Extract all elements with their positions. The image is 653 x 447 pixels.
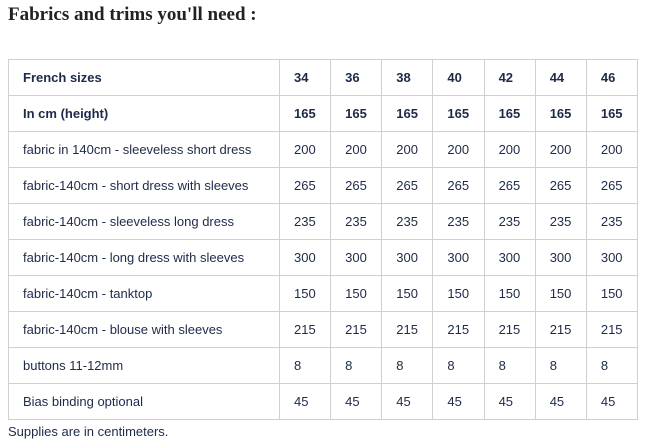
row-label: fabric-140cm - sleeveless long dress — [8, 203, 280, 240]
cell: 8 — [432, 347, 485, 384]
cell: 265 — [278, 167, 332, 204]
sizes-table: French sizes 34 36 38 40 42 44 46 In cm (height… — [8, 59, 639, 420]
table-row: Bias binding optional 45 45 45 45 45 45 45 — [8, 383, 639, 420]
cell: 265 — [381, 167, 434, 204]
cell: 235 — [585, 203, 639, 240]
table-row: buttons 11-12mm 8 8 8 8 8 8 8 — [8, 347, 639, 384]
cell: 300 — [534, 239, 587, 276]
cell: 300 — [432, 239, 485, 276]
cell: 200 — [483, 131, 536, 168]
cell: 300 — [330, 239, 383, 276]
header-cell: 44 — [534, 59, 587, 96]
cell: 8 — [330, 347, 383, 384]
cell: 165 — [278, 95, 332, 132]
row-label: fabric-140cm - short dress with sleeves — [8, 167, 280, 204]
cell: 215 — [381, 311, 434, 348]
cell: 215 — [278, 311, 332, 348]
cell: 165 — [483, 95, 536, 132]
header-cell: 42 — [483, 59, 536, 96]
footnote: Supplies are in centimeters. — [8, 424, 169, 439]
cell: 150 — [483, 275, 536, 312]
cell: 45 — [585, 383, 639, 420]
cell: 165 — [585, 95, 639, 132]
cell: 150 — [330, 275, 383, 312]
cell: 165 — [432, 95, 485, 132]
row-label: Bias binding optional — [8, 383, 280, 420]
cell: 45 — [432, 383, 485, 420]
heading: Fabrics and trims you'll need : — [8, 4, 257, 25]
table-row: In cm (height) 165 165 165 165 165 165 165 — [8, 95, 639, 132]
cell: 200 — [534, 131, 587, 168]
table-body: In cm (height) 165 165 165 165 165 165 165 fabri… — [8, 95, 639, 420]
cell: 45 — [534, 383, 587, 420]
cell: 8 — [381, 347, 434, 384]
header-cell: 40 — [432, 59, 485, 96]
cell: 215 — [585, 311, 639, 348]
cell: 215 — [483, 311, 536, 348]
cell: 265 — [483, 167, 536, 204]
cell: 300 — [381, 239, 434, 276]
table-header: French sizes 34 36 38 40 42 44 46 — [8, 59, 639, 96]
cell: 215 — [330, 311, 383, 348]
header-cell: 46 — [585, 59, 639, 96]
cell: 235 — [483, 203, 536, 240]
header-cell: French sizes — [8, 59, 280, 96]
row-label: fabric-140cm - blouse with sleeves — [8, 311, 280, 348]
cell: 45 — [381, 383, 434, 420]
cell: 150 — [585, 275, 639, 312]
cell: 300 — [483, 239, 536, 276]
cell: 45 — [330, 383, 383, 420]
cell: 200 — [381, 131, 434, 168]
cell: 235 — [534, 203, 587, 240]
cell: 8 — [585, 347, 639, 384]
cell: 165 — [534, 95, 587, 132]
table-row: fabric-140cm - long dress with sleeves 30… — [8, 239, 639, 276]
cell: 150 — [534, 275, 587, 312]
table-row: fabric-140cm - tanktop 150 150 150 150 150 150… — [8, 275, 639, 312]
cell: 265 — [330, 167, 383, 204]
cell: 300 — [278, 239, 332, 276]
cell: 235 — [330, 203, 383, 240]
cell: 235 — [278, 203, 332, 240]
cell: 150 — [432, 275, 485, 312]
cell: 265 — [534, 167, 587, 204]
cell: 215 — [534, 311, 587, 348]
header-cell: 38 — [381, 59, 434, 96]
cell: 235 — [381, 203, 434, 240]
row-label: fabric in 140cm - sleeveless short dress — [8, 131, 280, 168]
cell: 150 — [381, 275, 434, 312]
cell: 200 — [585, 131, 639, 168]
cell: 150 — [278, 275, 332, 312]
cell: 8 — [483, 347, 536, 384]
cell: 165 — [330, 95, 383, 132]
cell: 235 — [432, 203, 485, 240]
cell: 165 — [381, 95, 434, 132]
cell: 265 — [432, 167, 485, 204]
table-row: fabric-140cm - blouse with sleeves 215 215… — [8, 311, 639, 348]
cell: 45 — [278, 383, 332, 420]
header-row: French sizes 34 36 38 40 42 44 46 — [8, 59, 639, 96]
cell: 200 — [330, 131, 383, 168]
cell: 45 — [483, 383, 536, 420]
cell: 300 — [585, 239, 639, 276]
table-row: fabric in 140cm - sleeveless short dress… — [8, 131, 639, 168]
cell: 200 — [278, 131, 332, 168]
table-row: fabric-140cm - sleeveless long dress 235 2… — [8, 203, 639, 240]
header-cell: 36 — [330, 59, 383, 96]
table-row: fabric-140cm - short dress with sleeves 2… — [8, 167, 639, 204]
row-label: buttons 11-12mm — [8, 347, 280, 384]
row-label: fabric-140cm - long dress with sleeves — [8, 239, 280, 276]
cell: 200 — [432, 131, 485, 168]
row-label: In cm (height) — [8, 95, 280, 132]
cell: 265 — [585, 167, 639, 204]
row-label: fabric-140cm - tanktop — [8, 275, 280, 312]
header-cell: 34 — [278, 59, 332, 96]
cell: 215 — [432, 311, 485, 348]
cell: 8 — [534, 347, 587, 384]
cell: 8 — [278, 347, 332, 384]
